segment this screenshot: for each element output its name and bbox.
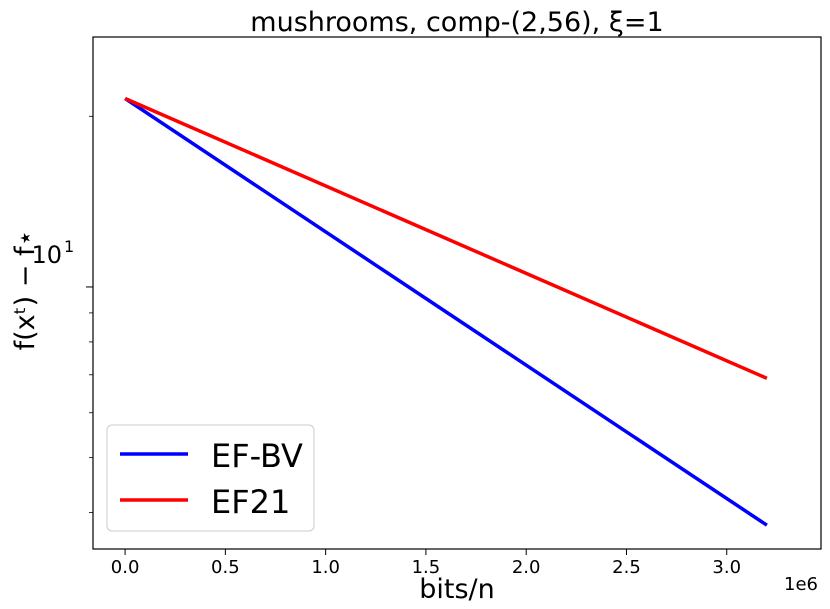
- x-tick-label: 1.5: [412, 557, 441, 578]
- series-line-ef-bv: [124, 97, 768, 527]
- series-layer: [124, 96, 768, 527]
- legend-label-ef-bv: EF-BV: [211, 437, 303, 475]
- x-axis-label: bits/n: [419, 574, 495, 605]
- x-tick-label: 1.0: [311, 557, 340, 578]
- y-axis-label: f(xᵗ) − f⋆: [10, 230, 41, 351]
- y-major-tick-label: 10 1: [31, 237, 74, 269]
- y-major-tick-label-exp: 1: [64, 237, 74, 256]
- x-axis-ticks: 0.0 0.5 1.0 1.5 2.0 2.5 3.0: [111, 549, 741, 578]
- plot-area-frame: [92, 36, 822, 550]
- y-axis-ticks: [86, 115, 93, 513]
- chart-title: mushrooms, comp-(2,56), ξ=1: [250, 7, 663, 38]
- legend: EF-BV EF21: [106, 424, 315, 532]
- legend-box: [106, 424, 315, 532]
- x-axis-offset-label: 1e6: [784, 574, 818, 595]
- legend-label-ef21: EF21: [211, 483, 290, 521]
- x-tick-label: 0.0: [111, 557, 140, 578]
- x-tick-label: 2.0: [512, 557, 541, 578]
- y-major-tick-label-base: 10: [31, 241, 62, 269]
- series-line-ef21: [124, 96, 768, 380]
- x-tick-label: 2.5: [612, 557, 641, 578]
- x-tick-label: 0.5: [211, 557, 240, 578]
- x-tick-label: 3.0: [712, 557, 741, 578]
